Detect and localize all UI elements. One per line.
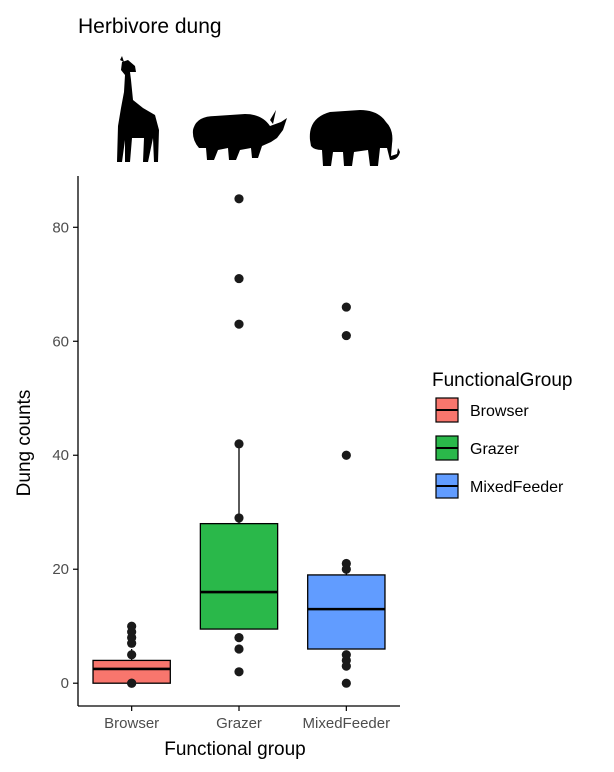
outlier-point: [127, 678, 137, 688]
outlier-point: [127, 621, 137, 631]
box-browser: [92, 649, 171, 684]
outlier-point: [341, 661, 351, 671]
outlier-point: [234, 319, 244, 329]
box-iqr: [307, 574, 386, 650]
elephant-icon: [309, 110, 400, 166]
y-tick-label: 40: [52, 447, 69, 464]
chart-title: Herbivore dung: [78, 15, 222, 38]
outlier-point: [341, 564, 351, 574]
y-tick-label: 0: [61, 675, 69, 692]
outlier-point: [341, 450, 351, 460]
box-mixedfeeder: [307, 563, 386, 650]
y-axis-label: Dung counts: [14, 390, 35, 497]
outlier-point: [127, 650, 137, 660]
plot-points: [127, 194, 351, 688]
y-tick-label: 80: [52, 219, 69, 236]
outlier-point: [341, 330, 351, 341]
y-tick-label: 20: [52, 561, 69, 578]
box-grazer: [199, 443, 279, 630]
x-tick-labels: Browser Grazer MixedFeeder: [104, 706, 390, 732]
outlier-point: [234, 194, 244, 204]
y-tick-label: 60: [52, 333, 69, 350]
outlier-point: [234, 667, 244, 677]
plot-boxes: [92, 443, 386, 684]
y-tick-labels: 0 20 40 60 80: [52, 219, 78, 692]
x-axis-label: Functional group: [164, 739, 306, 760]
legend: FunctionalGroup Browser Grazer MixedFeeder: [432, 370, 572, 499]
rhino-icon: [192, 110, 287, 160]
legend-label: Grazer: [470, 441, 520, 458]
outlier-point: [341, 678, 351, 688]
box-iqr: [199, 522, 279, 630]
x-tick-label: MixedFeeder: [303, 715, 391, 732]
giraffe-icon: [117, 56, 159, 162]
x-tick-label: Browser: [104, 715, 159, 732]
legend-label: MixedFeeder: [470, 479, 564, 496]
legend-title: FunctionalGroup: [432, 370, 572, 391]
outlier-point: [234, 513, 244, 523]
x-tick-label: Grazer: [216, 715, 262, 732]
outlier-point: [341, 302, 351, 312]
outlier-point: [234, 439, 244, 449]
outlier-point: [234, 633, 244, 643]
outlier-point: [234, 644, 244, 654]
legend-label: Browser: [470, 403, 529, 420]
outlier-point: [234, 273, 244, 284]
